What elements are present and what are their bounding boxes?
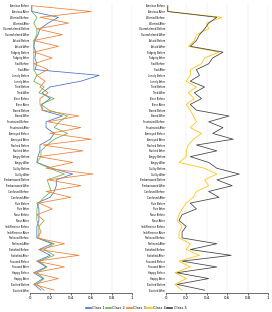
Legend: Class 1, Class 2, Class 3, Class 4, Class 5: Class 1, Class 2, Class 3, Class 4, Clas… [85,305,187,310]
